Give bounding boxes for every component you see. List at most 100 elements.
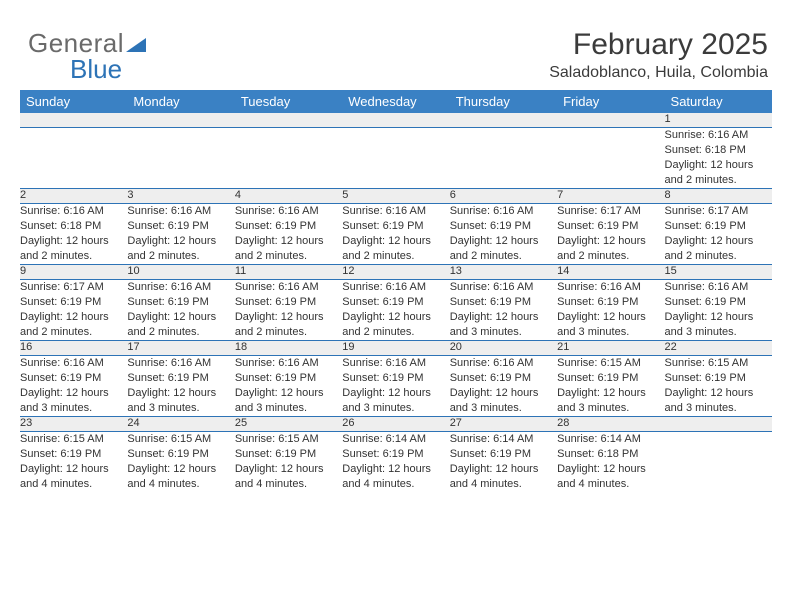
- weekday-header: Friday: [557, 90, 664, 113]
- day-sunrise: Sunrise: 6:16 AM: [127, 280, 234, 295]
- day-detail-cell: Sunrise: 6:16 AMSunset: 6:19 PMDaylight:…: [235, 356, 342, 417]
- day-number-cell: 17: [127, 341, 234, 356]
- day-number: 18: [235, 341, 247, 353]
- day-number-cell: [450, 113, 557, 128]
- day-day2: and 4 minutes.: [557, 477, 664, 492]
- day-sunset: Sunset: 6:19 PM: [342, 295, 449, 310]
- day-detail-cell: Sunrise: 6:17 AMSunset: 6:19 PMDaylight:…: [20, 280, 127, 341]
- day-day2: and 4 minutes.: [127, 477, 234, 492]
- day-number-cell: 10: [127, 265, 234, 280]
- day-sunrise: Sunrise: 6:14 AM: [342, 432, 449, 447]
- day-sunset: Sunset: 6:19 PM: [342, 447, 449, 462]
- day-detail-cell: Sunrise: 6:16 AMSunset: 6:19 PMDaylight:…: [20, 356, 127, 417]
- day-sunset: Sunset: 6:19 PM: [450, 371, 557, 386]
- day-number-cell: 27: [450, 417, 557, 432]
- brand-logo: General Blue: [28, 30, 148, 82]
- day-number-cell: 28: [557, 417, 664, 432]
- day-number: 22: [665, 341, 677, 353]
- day-sunset: Sunset: 6:19 PM: [20, 295, 127, 310]
- week-daynum-row: 1: [20, 113, 772, 128]
- day-sunrise: Sunrise: 6:16 AM: [450, 280, 557, 295]
- day-detail-cell: [557, 128, 664, 189]
- day-number: 24: [127, 417, 139, 429]
- day-number: 16: [20, 341, 32, 353]
- day-detail-cell: Sunrise: 6:16 AMSunset: 6:18 PMDaylight:…: [20, 204, 127, 265]
- day-sunset: Sunset: 6:19 PM: [557, 295, 664, 310]
- day-number: 20: [450, 341, 462, 353]
- day-detail-cell: Sunrise: 6:16 AMSunset: 6:18 PMDaylight:…: [665, 128, 772, 189]
- day-sunrise: Sunrise: 6:15 AM: [557, 356, 664, 371]
- day-sunrise: Sunrise: 6:15 AM: [20, 432, 127, 447]
- day-day1: Daylight: 12 hours: [342, 234, 449, 249]
- day-number-cell: 16: [20, 341, 127, 356]
- day-number: 12: [342, 265, 354, 277]
- day-day2: and 3 minutes.: [665, 325, 772, 340]
- day-detail-cell: Sunrise: 6:16 AMSunset: 6:19 PMDaylight:…: [127, 280, 234, 341]
- day-day1: Daylight: 12 hours: [450, 234, 557, 249]
- day-detail-cell: Sunrise: 6:16 AMSunset: 6:19 PMDaylight:…: [665, 280, 772, 341]
- day-sunset: Sunset: 6:19 PM: [127, 447, 234, 462]
- day-detail-cell: Sunrise: 6:17 AMSunset: 6:19 PMDaylight:…: [557, 204, 664, 265]
- day-day2: and 2 minutes.: [127, 325, 234, 340]
- day-detail-cell: Sunrise: 6:16 AMSunset: 6:19 PMDaylight:…: [557, 280, 664, 341]
- day-number-cell: 15: [665, 265, 772, 280]
- day-number: 14: [557, 265, 569, 277]
- day-day1: Daylight: 12 hours: [20, 234, 127, 249]
- day-number-cell: 7: [557, 189, 664, 204]
- day-sunrise: Sunrise: 6:15 AM: [127, 432, 234, 447]
- day-day1: Daylight: 12 hours: [665, 386, 772, 401]
- day-number-cell: 13: [450, 265, 557, 280]
- day-number-cell: 6: [450, 189, 557, 204]
- day-number-cell: 24: [127, 417, 234, 432]
- day-day2: and 2 minutes.: [20, 325, 127, 340]
- day-number: 27: [450, 417, 462, 429]
- day-day1: Daylight: 12 hours: [127, 462, 234, 477]
- day-sunrise: Sunrise: 6:17 AM: [665, 204, 772, 219]
- day-day1: Daylight: 12 hours: [127, 310, 234, 325]
- day-number-cell: 2: [20, 189, 127, 204]
- day-number: 6: [450, 189, 456, 201]
- day-sunset: Sunset: 6:19 PM: [235, 447, 342, 462]
- day-day2: and 3 minutes.: [665, 401, 772, 416]
- week-details-row: Sunrise: 6:16 AMSunset: 6:18 PMDaylight:…: [20, 128, 772, 189]
- day-sunrise: Sunrise: 6:16 AM: [127, 204, 234, 219]
- day-number: 4: [235, 189, 241, 201]
- week-daynum-row: 9101112131415: [20, 265, 772, 280]
- day-number-cell: 11: [235, 265, 342, 280]
- day-day1: Daylight: 12 hours: [235, 234, 342, 249]
- day-detail-cell: Sunrise: 6:16 AMSunset: 6:19 PMDaylight:…: [450, 204, 557, 265]
- day-sunset: Sunset: 6:19 PM: [342, 371, 449, 386]
- week-details-row: Sunrise: 6:15 AMSunset: 6:19 PMDaylight:…: [20, 432, 772, 493]
- calendar-table: Sunday Monday Tuesday Wednesday Thursday…: [20, 90, 772, 492]
- day-day1: Daylight: 12 hours: [450, 386, 557, 401]
- day-number-cell: 18: [235, 341, 342, 356]
- day-number: 26: [342, 417, 354, 429]
- day-day1: Daylight: 12 hours: [127, 234, 234, 249]
- day-number-cell: 8: [665, 189, 772, 204]
- day-day2: and 2 minutes.: [235, 249, 342, 264]
- week-details-row: Sunrise: 6:17 AMSunset: 6:19 PMDaylight:…: [20, 280, 772, 341]
- day-day2: and 2 minutes.: [20, 249, 127, 264]
- day-number-cell: [342, 113, 449, 128]
- day-sunset: Sunset: 6:19 PM: [557, 219, 664, 234]
- day-number-cell: 3: [127, 189, 234, 204]
- day-sunset: Sunset: 6:19 PM: [342, 219, 449, 234]
- day-sunrise: Sunrise: 6:16 AM: [450, 204, 557, 219]
- day-sunrise: Sunrise: 6:16 AM: [235, 356, 342, 371]
- day-day1: Daylight: 12 hours: [665, 234, 772, 249]
- day-day2: and 4 minutes.: [342, 477, 449, 492]
- day-number: 25: [235, 417, 247, 429]
- day-day2: and 3 minutes.: [557, 401, 664, 416]
- day-number-cell: 22: [665, 341, 772, 356]
- day-day1: Daylight: 12 hours: [665, 310, 772, 325]
- day-detail-cell: Sunrise: 6:16 AMSunset: 6:19 PMDaylight:…: [127, 204, 234, 265]
- day-day1: Daylight: 12 hours: [342, 386, 449, 401]
- day-day2: and 2 minutes.: [235, 325, 342, 340]
- day-number: 8: [665, 189, 671, 201]
- day-number: 15: [665, 265, 677, 277]
- day-detail-cell: Sunrise: 6:16 AMSunset: 6:19 PMDaylight:…: [450, 356, 557, 417]
- day-number: 10: [127, 265, 139, 277]
- day-day1: Daylight: 12 hours: [20, 386, 127, 401]
- day-detail-cell: Sunrise: 6:15 AMSunset: 6:19 PMDaylight:…: [557, 356, 664, 417]
- day-detail-cell: Sunrise: 6:16 AMSunset: 6:19 PMDaylight:…: [342, 280, 449, 341]
